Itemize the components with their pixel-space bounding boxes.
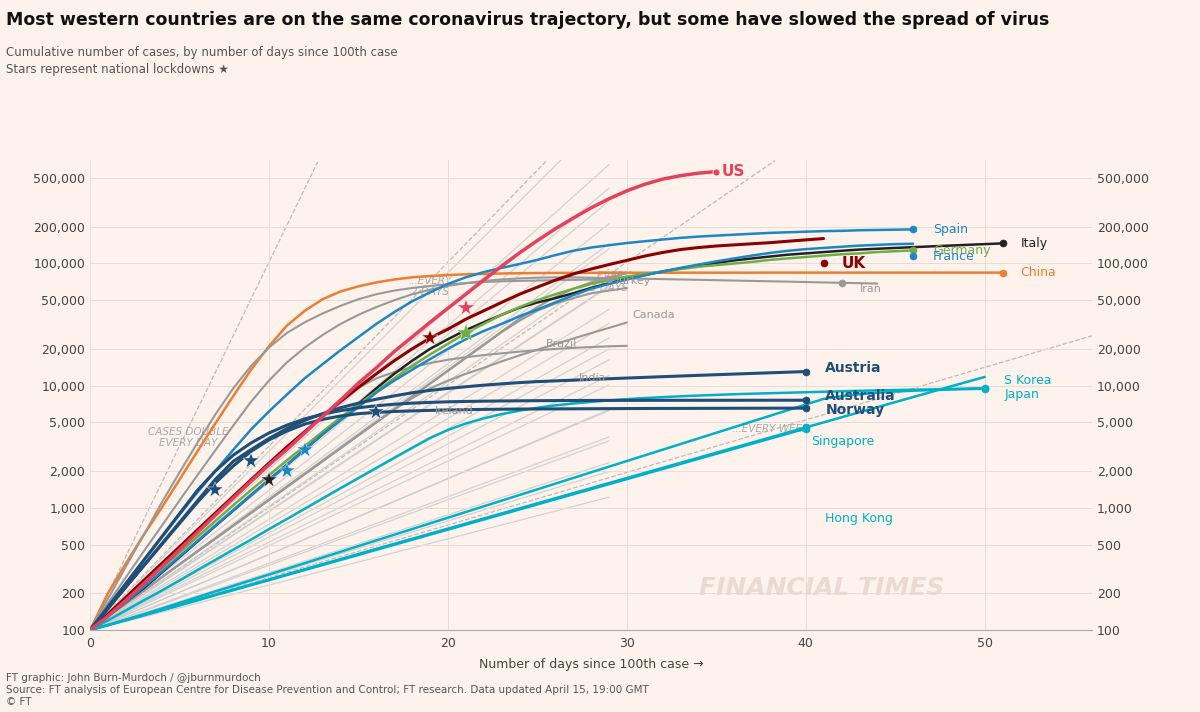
Text: China: China	[1020, 266, 1056, 279]
Text: ...EVERY
3 DAYS: ...EVERY 3 DAYS	[587, 271, 631, 293]
Text: UK: UK	[841, 256, 865, 271]
Text: Source: FT analysis of European Centre for Disease Prevention and Control; FT re: Source: FT analysis of European Centre f…	[6, 685, 649, 695]
Text: Norway: Norway	[826, 403, 884, 417]
Text: Ireland: Ireland	[436, 406, 474, 416]
Text: France: France	[932, 250, 974, 263]
Text: FINANCIAL TIMES: FINANCIAL TIMES	[698, 576, 944, 600]
Text: ...EVERY
2 DAYS: ...EVERY 2 DAYS	[408, 276, 451, 297]
Text: Spain: Spain	[932, 223, 967, 236]
Text: Austria: Austria	[826, 361, 882, 375]
Text: CASES DOUBLE
EVERY DAY: CASES DOUBLE EVERY DAY	[148, 426, 229, 448]
Text: Singapore: Singapore	[811, 435, 875, 448]
Text: FT graphic: John Burn-Murdoch / @jburnmurdoch: FT graphic: John Burn-Murdoch / @jburnmu…	[6, 673, 260, 683]
X-axis label: Number of days since 100th case →: Number of days since 100th case →	[479, 659, 703, 671]
Text: Germany: Germany	[932, 244, 990, 257]
Text: Hong Kong: Hong Kong	[826, 512, 893, 525]
Text: Iran: Iran	[859, 284, 881, 294]
Text: Brazil: Brazil	[546, 339, 577, 349]
Text: Most western countries are on the same coronavirus trajectory, but some have slo: Most western countries are on the same c…	[6, 11, 1049, 28]
Text: ...EVERY WEEK: ...EVERY WEEK	[732, 424, 809, 434]
Text: US: US	[721, 164, 745, 179]
Text: © FT: © FT	[6, 697, 31, 707]
Text: Australia: Australia	[826, 389, 896, 403]
Text: Canada: Canada	[632, 310, 674, 320]
Text: Italy: Italy	[1020, 237, 1048, 250]
Text: India: India	[578, 373, 606, 383]
Text: Stars represent national lockdowns ★: Stars represent national lockdowns ★	[6, 63, 229, 75]
Text: Japan: Japan	[1004, 388, 1039, 401]
Text: S Korea: S Korea	[1004, 374, 1052, 387]
Text: Turkey: Turkey	[614, 276, 650, 286]
Text: Cumulative number of cases, by number of days since 100th case: Cumulative number of cases, by number of…	[6, 46, 397, 59]
